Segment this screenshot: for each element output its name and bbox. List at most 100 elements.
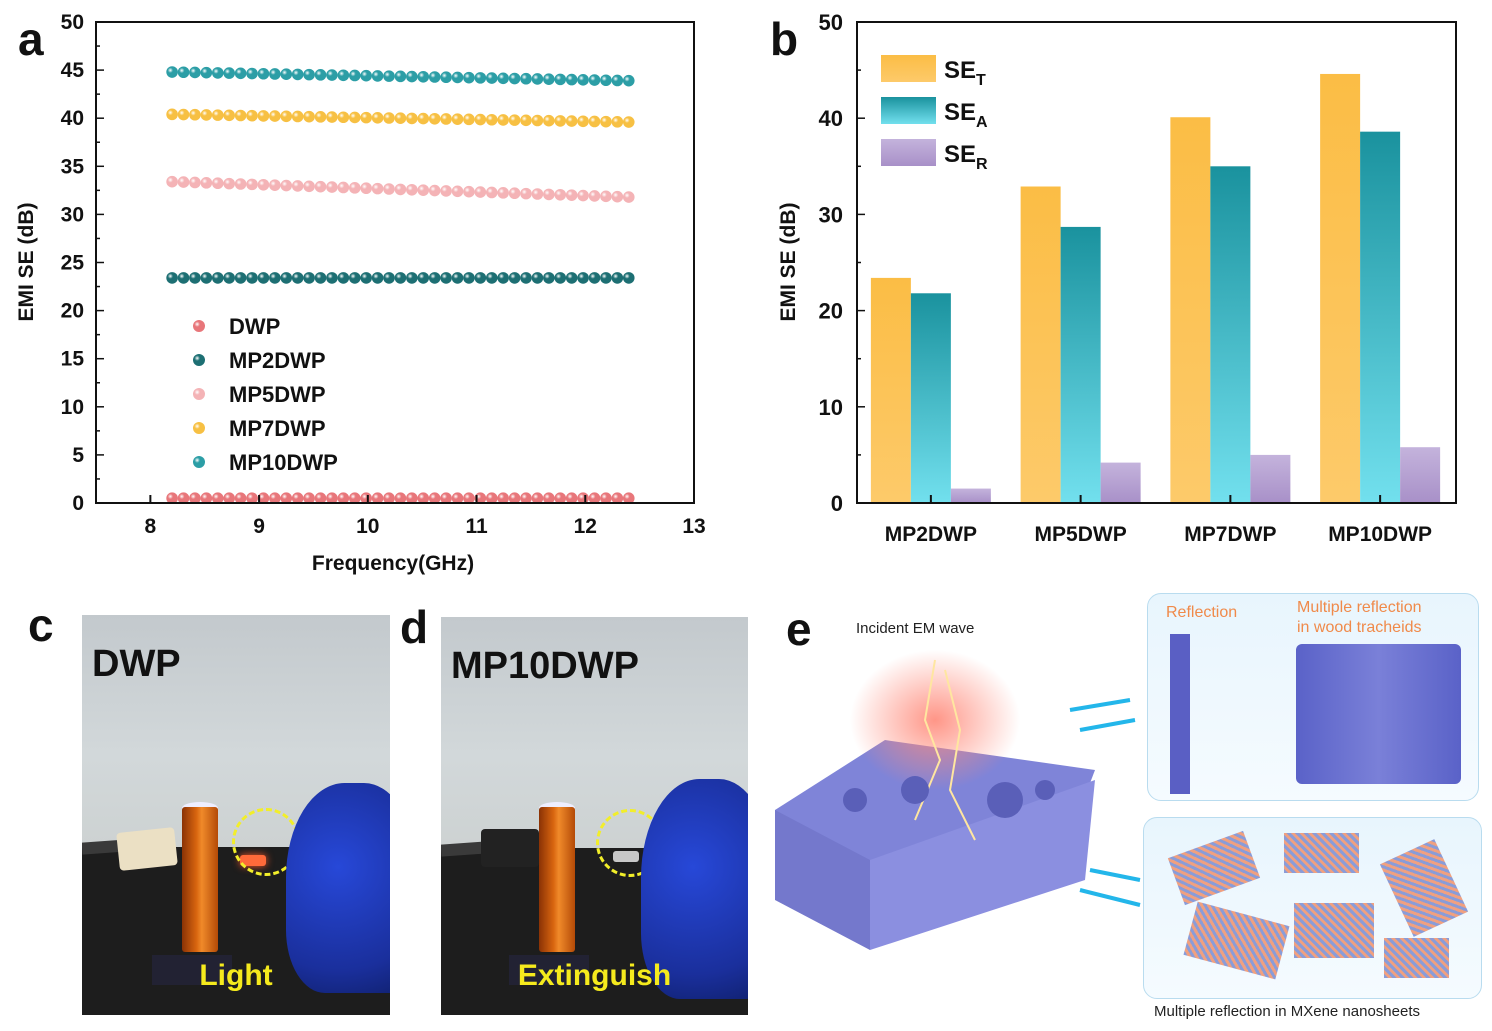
data-point-mp5dwp	[337, 181, 350, 194]
panel-label-d: d	[400, 601, 429, 653]
data-point-mp5dwp	[223, 177, 235, 190]
data-point-mp2dwp	[622, 272, 635, 284]
y-tick-label: 40	[61, 107, 84, 130]
wave-arrows	[1069, 698, 1141, 907]
data-point-mp10dwp	[234, 67, 247, 80]
data-point-mp10dwp	[166, 66, 178, 78]
data-point-mp7dwp	[211, 109, 224, 121]
data-point-mp5dwp	[440, 185, 452, 197]
data-point-dwp	[314, 492, 327, 504]
data-point-mp5dwp	[211, 177, 224, 190]
data-point-mp7dwp	[622, 116, 635, 128]
gloved-hand	[286, 783, 390, 993]
data-point-mp7dwp	[348, 111, 361, 124]
data-point-dwp	[383, 492, 395, 504]
y-tick-label: 30	[819, 202, 843, 227]
data-point-mp10dwp	[337, 69, 350, 82]
data-point-dwp	[348, 492, 361, 504]
data-point-dwp	[565, 492, 578, 504]
data-point-mp5dwp	[360, 182, 372, 195]
y-tick-label: 40	[819, 106, 843, 131]
data-point-dwp	[303, 492, 315, 504]
data-point-mp7dwp	[565, 115, 578, 127]
data-point-mp5dwp	[474, 186, 487, 198]
pore	[1035, 780, 1055, 800]
data-point-mp7dwp	[554, 115, 567, 127]
panel-label-a: a	[18, 13, 44, 65]
data-point-mp7dwp	[246, 109, 258, 122]
data-point-mp5dwp	[463, 185, 475, 198]
data-point-mp10dwp	[223, 67, 235, 79]
bar-mp7dwp-set	[1170, 117, 1211, 503]
data-point-mp7dwp	[611, 116, 624, 128]
bar-mp5dwp-set	[1020, 186, 1061, 503]
data-point-mp2dwp	[428, 272, 441, 284]
legend-label-dwp: DWP	[229, 314, 280, 339]
data-point-mp10dwp	[474, 72, 487, 84]
data-point-mp7dwp	[360, 111, 372, 124]
photo-d-title: MP10DWP	[451, 645, 639, 687]
chart-a-xlabel: Frequency(GHz)	[312, 552, 474, 575]
data-point-dwp	[600, 492, 612, 504]
x-tick-label: MP7DWP	[1184, 523, 1276, 546]
data-point-mp2dwp	[314, 272, 327, 284]
data-point-mp2dwp	[348, 272, 361, 284]
data-point-dwp	[417, 492, 430, 504]
data-point-mp2dwp	[383, 272, 395, 284]
data-point-mp7dwp	[303, 110, 315, 123]
data-point-dwp	[337, 492, 350, 504]
bar-mp2dwp-set	[870, 277, 911, 503]
data-point-mp10dwp	[246, 67, 258, 80]
data-point-mp7dwp	[588, 115, 601, 128]
data-point-mp2dwp	[166, 272, 178, 284]
data-point-mp10dwp	[303, 68, 315, 81]
data-point-mp10dwp	[428, 71, 441, 83]
data-point-mp10dwp	[520, 72, 532, 85]
data-point-mp7dwp	[508, 114, 521, 126]
legend-marker-mp2dwp	[193, 354, 205, 366]
data-point-mp7dwp	[440, 113, 452, 125]
data-point-mp2dwp	[360, 272, 372, 284]
legend-label-set: SET	[944, 57, 986, 89]
data-point-dwp	[371, 492, 384, 504]
data-point-mp7dwp	[314, 111, 327, 123]
data-point-mp10dwp	[394, 70, 407, 83]
data-point-mp10dwp	[600, 74, 612, 87]
chart-a-emi-se-vs-frequency: 8 9 10 11 12 13 0 5 10 15 20 25 30 35 40 45 50 Frequency…	[15, 11, 706, 575]
data-point-mp7dwp	[257, 110, 270, 122]
data-point-mp5dwp	[189, 176, 201, 189]
data-point-mp2dwp	[520, 272, 532, 284]
data-point-mp5dwp	[200, 177, 213, 189]
data-point-mp7dwp	[497, 114, 509, 126]
data-point-mp7dwp	[428, 112, 441, 125]
tracheid-single	[1170, 634, 1190, 794]
reflection-label: Reflection	[1166, 604, 1238, 621]
data-point-dwp	[508, 492, 521, 504]
data-point-dwp	[428, 492, 441, 504]
block-front-left	[775, 810, 870, 950]
data-point-mp10dwp	[360, 69, 372, 82]
data-point-dwp	[588, 492, 601, 504]
chart-b-emi-se-components: MP2DWP MP5DWP MP7DWP MP10DWP 0 10 20 30 40 50 EMI…	[777, 10, 1457, 546]
data-point-mp2dwp	[554, 272, 567, 284]
data-point-mp10dwp	[348, 69, 361, 82]
data-point-mp5dwp	[371, 182, 384, 195]
data-point-mp2dwp	[406, 272, 418, 284]
block-front-right	[870, 780, 1095, 950]
y-tick-label: 20	[61, 300, 84, 323]
data-point-mp7dwp	[166, 108, 178, 121]
y-tick-label: 30	[61, 203, 84, 226]
data-point-mp5dwp	[257, 178, 270, 191]
data-point-mp7dwp	[520, 114, 532, 127]
tesla-coil	[182, 807, 218, 952]
data-point-dwp	[360, 492, 372, 504]
data-point-dwp	[166, 492, 178, 504]
data-point-dwp	[177, 492, 190, 504]
y-tick-label: 25	[61, 252, 85, 275]
mxene-sheet	[1294, 903, 1374, 958]
data-point-mp5dwp	[269, 179, 281, 191]
data-point-dwp	[463, 492, 475, 504]
data-point-mp2dwp	[177, 272, 190, 284]
data-point-mp5dwp	[383, 183, 395, 195]
data-point-mp5dwp	[428, 184, 441, 197]
